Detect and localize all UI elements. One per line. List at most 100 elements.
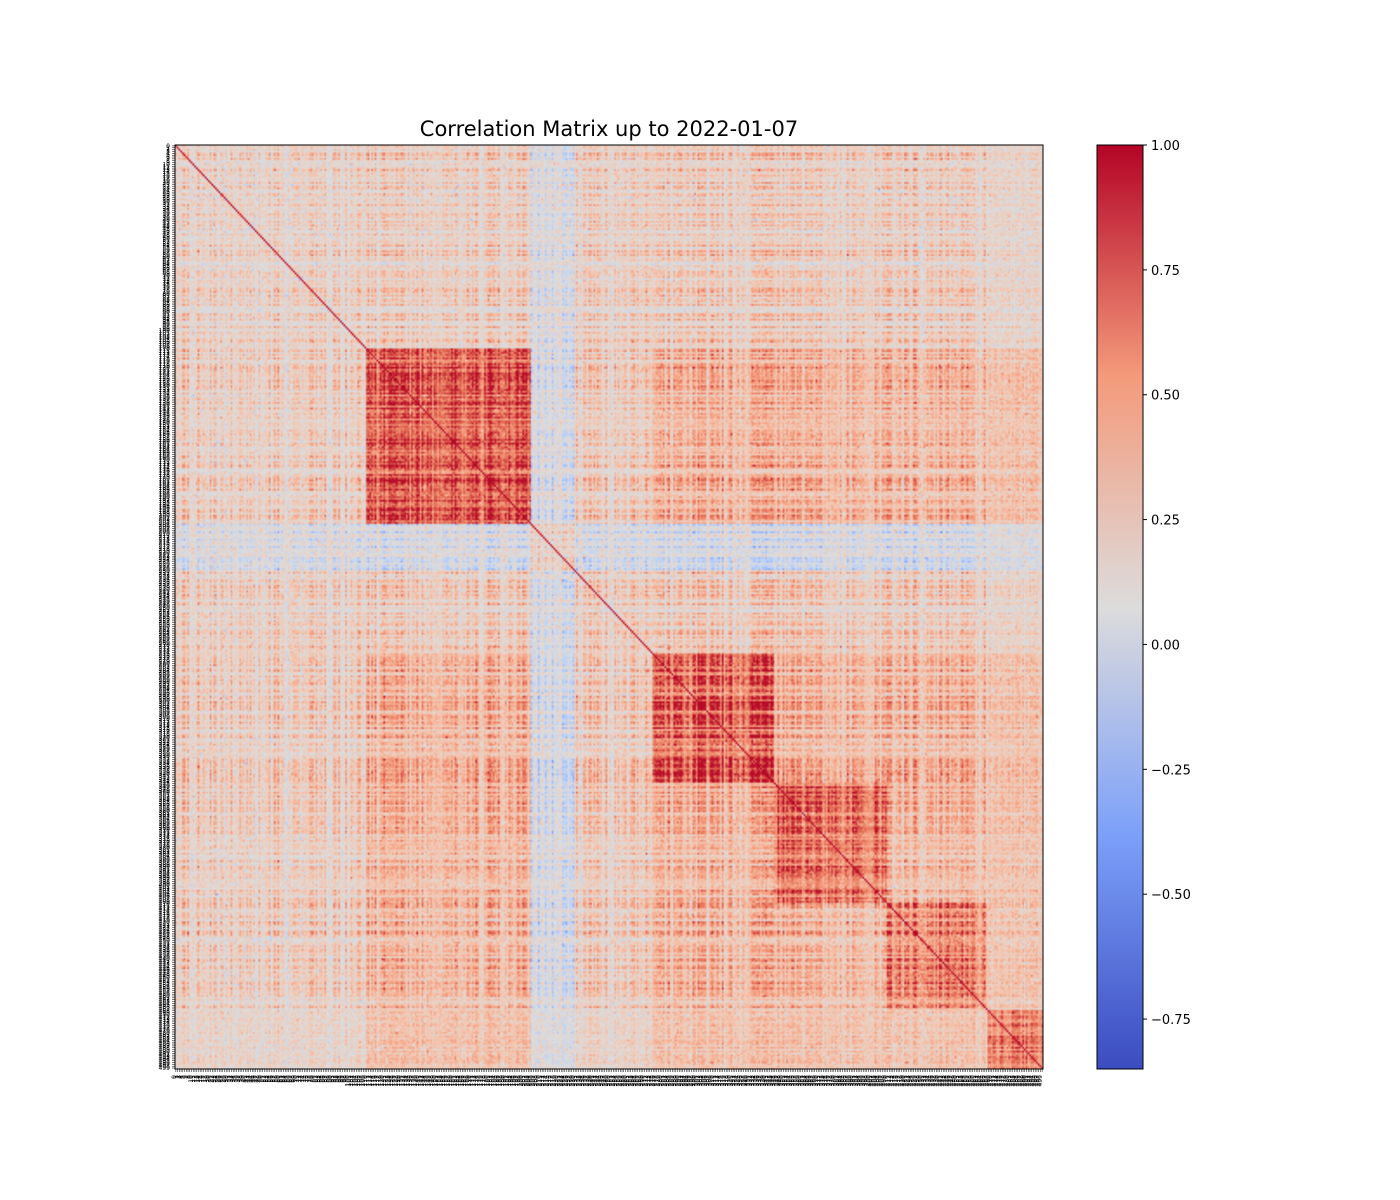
col-tick-label: 201 [520, 1075, 527, 1087]
col-tick-label: 442 [938, 1075, 945, 1087]
row-tick-label: 50 [162, 235, 170, 242]
col-tick-label: 394 [855, 1075, 862, 1087]
row-tick-label: 340 [159, 771, 171, 778]
row-tick-label: 434 [159, 945, 171, 952]
row-tick-label: 244 [159, 594, 171, 601]
row-tick-label: 161 [159, 440, 171, 447]
row-tick-label: 323 [159, 740, 171, 747]
row-tick-label: 150 [159, 420, 171, 427]
col-tick-label: 459 [968, 1075, 975, 1087]
col-tick-label: 281 [659, 1075, 666, 1087]
row-tick-label: 60 [162, 254, 170, 261]
col-tick-label: 305 [700, 1075, 707, 1087]
col-tick-label: 299 [690, 1075, 697, 1087]
col-tick-label: 339 [759, 1075, 766, 1087]
col-tick-label: 342 [765, 1075, 772, 1087]
row-tick-label: 293 [159, 684, 171, 691]
row-tick-label: 75 [162, 282, 170, 289]
row-tick-label: 44 [162, 224, 170, 231]
row-tick-label: 437 [159, 951, 171, 958]
row-tick-label: 164 [159, 446, 171, 453]
row-tick-label: 126 [159, 376, 171, 383]
row-tick-label: 455 [159, 984, 171, 991]
row-tick-label: 95 [162, 318, 170, 325]
col-tick-label: 75 [301, 1075, 308, 1083]
row-tick-label: 211 [159, 533, 171, 540]
row-tick-label: 373 [159, 832, 171, 839]
row-tick-label: 114 [159, 354, 171, 361]
col-tick-label: 392 [851, 1075, 858, 1087]
row-tick-label: 440 [159, 956, 171, 963]
row-tick-label: 59 [162, 252, 170, 259]
row-tick-label: 61 [162, 256, 170, 263]
row-tick-label: 253 [159, 610, 171, 617]
row-tick-label: 110 [159, 346, 171, 353]
col-tick-label: 172 [469, 1075, 476, 1087]
col-tick-label: 71 [294, 1075, 301, 1083]
col-tick-label: 380 [831, 1075, 838, 1087]
row-tick-label: 7 [166, 156, 170, 163]
col-tick-label: 182 [487, 1075, 494, 1087]
col-tick-label: 145 [423, 1075, 430, 1087]
row-tick-label: 232 [159, 572, 171, 579]
col-tick-label: 498 [1035, 1075, 1042, 1087]
colorbar-gradient [1096, 144, 1144, 1070]
col-tick-label: 355 [787, 1075, 794, 1087]
col-tick-label: 324 [733, 1075, 740, 1087]
row-tick-label: 330 [159, 753, 171, 760]
col-tick-label: 407 [877, 1075, 884, 1087]
row-tick-label: 94 [162, 317, 170, 324]
row-tick-label: 392 [159, 867, 171, 874]
col-tick-label: 83 [315, 1075, 322, 1083]
row-tick-label: 180 [159, 476, 171, 483]
col-tick-label: 123 [384, 1075, 391, 1087]
col-tick-label: 336 [754, 1075, 761, 1087]
row-tick-label: 296 [159, 690, 171, 697]
col-tick-label: 198 [515, 1075, 522, 1087]
col-tick-label: 351 [780, 1075, 787, 1087]
col-tick-label: 86 [320, 1075, 327, 1083]
row-tick-label: 48 [162, 232, 170, 239]
row-tick-label: 498 [159, 1063, 171, 1070]
row-tick-label: 43 [162, 222, 170, 229]
row-tick-label: 57 [162, 248, 170, 255]
colorbar-ticks: 1.00 0.75 0.50 0.25 0.00 −0.25 −0.50 −0.75 [1143, 139, 1191, 1028]
colorbar-tick-label: 0.75 [1151, 264, 1180, 279]
row-tick-label: 190 [159, 494, 171, 501]
row-tick-label: 201 [159, 514, 171, 521]
row-tick-label: 290 [159, 679, 171, 686]
row-tick-label: 483 [159, 1036, 171, 1043]
row-tick-label: 82 [162, 294, 170, 301]
row-tick-label: 300 [159, 697, 171, 704]
row-tick-label: 415 [159, 910, 171, 917]
col-tick-label: 121 [381, 1075, 388, 1087]
row-tick-label: 91 [162, 311, 170, 318]
row-tick-label: 278 [159, 657, 171, 664]
row-tick-label: 426 [159, 930, 171, 937]
col-tick-label: 379 [829, 1075, 836, 1087]
col-tick-label: 497 [1034, 1075, 1041, 1087]
row-tick-label: 343 [159, 777, 171, 784]
col-tick-label: 81 [311, 1075, 318, 1083]
col-tick-label: 357 [791, 1075, 798, 1087]
row-tick-label: 208 [159, 527, 171, 534]
row-tick-label: 438 [159, 952, 171, 959]
row-tick-label: 422 [159, 923, 171, 930]
row-tick-label: 469 [159, 1010, 171, 1017]
col-tick-label: 43 [246, 1075, 253, 1083]
row-tick-label: 386 [159, 856, 171, 863]
col-tick-label: 325 [735, 1075, 742, 1087]
row-tick-label: 277 [159, 655, 171, 662]
col-tick-label: 162 [452, 1075, 459, 1087]
col-tick-label: 62 [279, 1075, 286, 1083]
col-tick-label: 320 [726, 1075, 733, 1087]
row-tick-label: 273 [159, 647, 171, 654]
row-tick-label: 1 [166, 145, 170, 152]
row-tick-label: 160 [159, 439, 171, 446]
row-tick-label: 442 [159, 960, 171, 967]
col-tick-label: 417 [895, 1075, 902, 1087]
row-tick-label: 301 [159, 699, 171, 706]
col-tick-label: 16 [199, 1075, 206, 1083]
row-tick-label: 168 [159, 453, 171, 460]
